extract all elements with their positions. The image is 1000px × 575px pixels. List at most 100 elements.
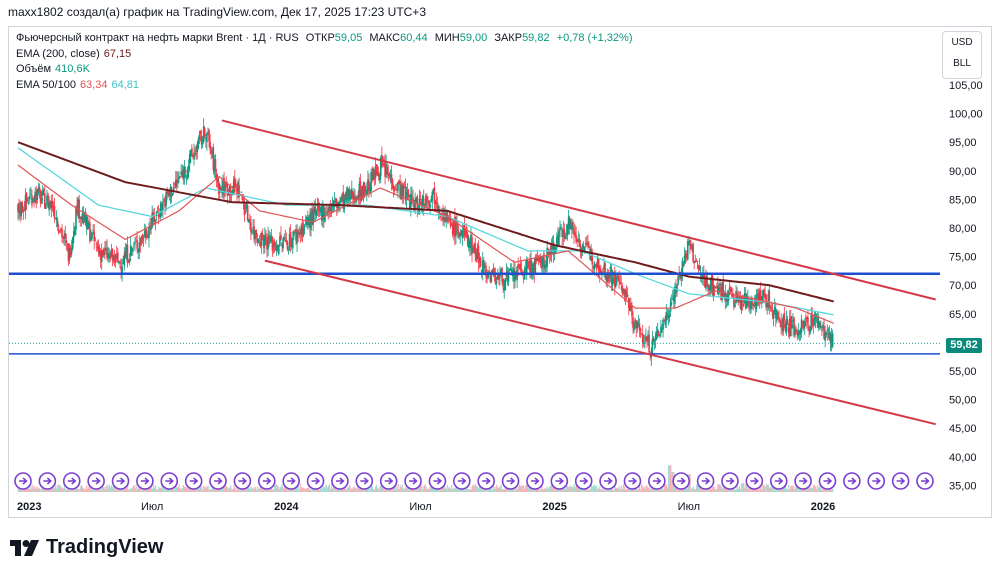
candle-body bbox=[532, 263, 534, 271]
candle-body bbox=[359, 180, 362, 200]
candle-body bbox=[331, 205, 334, 207]
volume-bar bbox=[276, 484, 278, 492]
volume-bar bbox=[146, 489, 148, 492]
volume-bar bbox=[285, 487, 288, 492]
candle-body bbox=[717, 285, 719, 294]
volume-bar bbox=[228, 487, 231, 492]
candle-body bbox=[214, 159, 217, 172]
candle-body bbox=[593, 262, 596, 270]
event-marker bbox=[891, 472, 910, 490]
volume-bar bbox=[319, 489, 321, 492]
candle-body bbox=[216, 178, 219, 183]
candle-body bbox=[114, 254, 117, 259]
candle-body bbox=[63, 235, 65, 239]
legend-ema-pair-row[interactable]: EMA 50/100 63,34 64,81 bbox=[16, 78, 633, 94]
volume-bar bbox=[262, 489, 264, 492]
volume-bar bbox=[693, 489, 695, 492]
candle-body bbox=[450, 223, 453, 227]
volume-bar bbox=[789, 489, 791, 492]
tradingview-logo[interactable]: TradingView bbox=[10, 536, 163, 559]
candle-body bbox=[757, 293, 760, 304]
volume-bar bbox=[448, 487, 451, 492]
volume-bar bbox=[261, 484, 263, 492]
candle-body bbox=[215, 174, 218, 181]
currency-unit-button[interactable]: USD BLL bbox=[942, 31, 982, 79]
volume-bar bbox=[715, 489, 717, 492]
volume-bar bbox=[327, 485, 329, 492]
chart-attribution: maxx1802 создал(а) график на TradingView… bbox=[8, 5, 426, 19]
candle-body bbox=[766, 302, 768, 308]
candle-body bbox=[411, 195, 413, 197]
candle-body bbox=[642, 342, 645, 344]
candle-body bbox=[751, 299, 753, 306]
candle-body bbox=[303, 225, 306, 228]
volume-bar bbox=[752, 488, 755, 492]
volume-bar bbox=[589, 489, 591, 492]
volume-bar bbox=[515, 484, 517, 492]
volume-bar bbox=[579, 487, 582, 492]
volume-bar bbox=[549, 485, 552, 492]
candle-body bbox=[362, 182, 365, 198]
volume-bar bbox=[474, 484, 477, 492]
volume-bar bbox=[658, 489, 660, 492]
volume-bar bbox=[231, 488, 233, 492]
candle-body bbox=[463, 225, 466, 236]
volume-bar bbox=[425, 486, 427, 492]
candle-body bbox=[372, 168, 375, 181]
volume-bar bbox=[733, 486, 735, 492]
candle-body bbox=[583, 247, 586, 253]
candle-body bbox=[806, 316, 808, 321]
candle-body bbox=[776, 309, 778, 321]
volume-bar bbox=[424, 484, 426, 492]
volume-bar bbox=[552, 486, 554, 492]
legend-volume-row[interactable]: Объём 410,6K bbox=[16, 62, 633, 78]
event-marker-arrow-icon bbox=[530, 477, 540, 485]
volume-bar bbox=[739, 489, 742, 492]
volume-bar bbox=[573, 484, 575, 492]
candle-body bbox=[587, 241, 589, 247]
candle-body bbox=[287, 249, 290, 250]
candle-body bbox=[393, 189, 396, 190]
volume-bar bbox=[644, 488, 646, 492]
volume-bar bbox=[214, 489, 217, 492]
candle-body bbox=[734, 304, 736, 308]
candle-body bbox=[668, 314, 671, 317]
volume-bar bbox=[540, 489, 542, 492]
candle-body bbox=[325, 212, 327, 214]
candle-body bbox=[507, 273, 510, 283]
legend-ema200-row[interactable]: EMA (200, close) 67,15 bbox=[16, 47, 633, 63]
candle-body bbox=[622, 288, 625, 292]
volume-bar bbox=[178, 484, 180, 492]
volume-bar bbox=[186, 487, 188, 492]
candle-body bbox=[281, 242, 283, 247]
candle-body bbox=[550, 246, 553, 254]
volume-bar bbox=[626, 489, 628, 492]
candle-body bbox=[637, 323, 640, 325]
candle-body bbox=[548, 252, 551, 256]
candle-body bbox=[388, 173, 391, 177]
candle-body bbox=[142, 239, 145, 241]
volume-bar bbox=[161, 484, 163, 492]
candle-body bbox=[529, 259, 531, 273]
volume-bar bbox=[750, 487, 752, 492]
volume-bar bbox=[295, 485, 297, 492]
candle-body bbox=[143, 231, 146, 237]
volume-bar bbox=[123, 485, 126, 492]
candle-body bbox=[310, 211, 312, 231]
candle-body bbox=[676, 285, 678, 293]
volume-bar bbox=[22, 488, 25, 492]
candle-body bbox=[202, 126, 205, 143]
candle-body bbox=[447, 218, 450, 219]
candle-body bbox=[767, 293, 770, 303]
volume-bar bbox=[73, 489, 75, 492]
candle-body bbox=[422, 198, 425, 207]
event-marker bbox=[111, 472, 130, 490]
volume-bar bbox=[710, 489, 713, 492]
candle-body bbox=[465, 227, 468, 237]
volume-bar bbox=[691, 487, 693, 492]
candle-body bbox=[286, 241, 289, 250]
candle-body bbox=[645, 336, 647, 341]
candle-body bbox=[639, 328, 642, 332]
candle-body bbox=[566, 225, 569, 236]
